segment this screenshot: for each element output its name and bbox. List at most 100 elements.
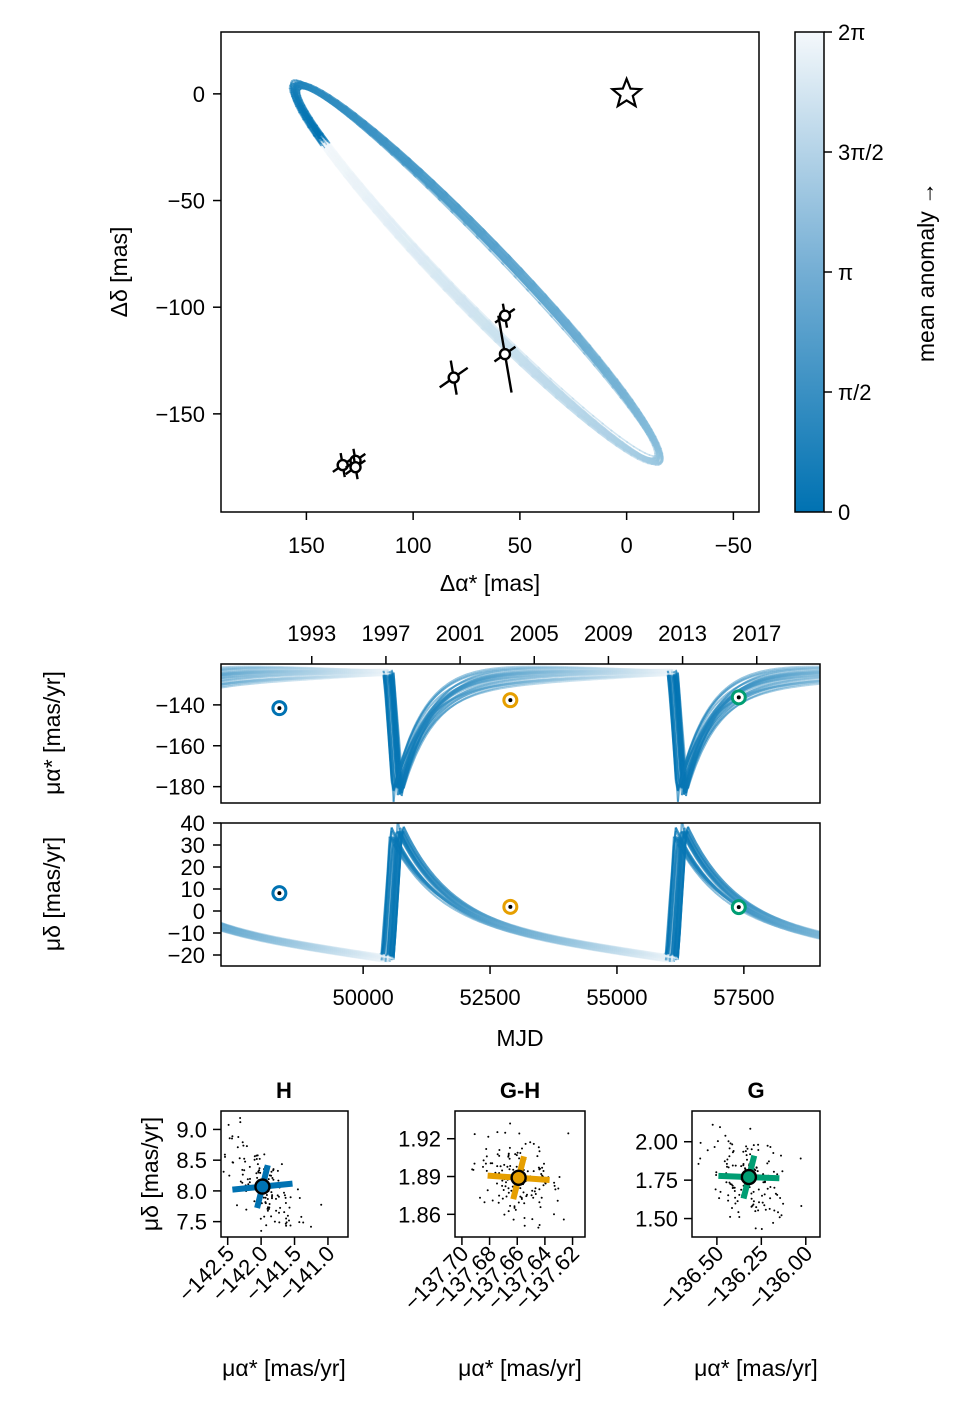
orbit-track-segment [300,99,305,107]
orbit-track-segment [437,193,455,210]
orbit-track-segment [472,308,489,325]
orbit-track-segment [549,314,565,331]
pm-track-segment [437,695,441,699]
orbit-track-segment [507,254,524,272]
pm-track-segment [441,691,446,696]
orbit-track-segment [313,126,324,139]
orbit-track-segment [306,110,313,120]
orbit-track-segment [513,275,530,292]
orbit-track-segment [643,421,652,433]
orbit-track-segment [342,160,355,175]
orbit-track-segment [594,356,607,372]
orbit-track-segment [375,201,390,219]
pm-track-segment [707,710,712,715]
orbit-track-segment [563,324,579,341]
orbit-track-segment [637,413,646,425]
orbit-track-segment [325,139,336,153]
orbit-track-segment [540,298,556,315]
orbit-measurement-point [498,309,512,322]
orbit-track-segment [314,134,324,147]
pm-track-segment [771,689,774,693]
orbit-y-tick-label: −100 [155,295,205,320]
orbit-track-segment [296,106,304,117]
orbit-track-segment [346,176,359,192]
orbit-track-segment [385,223,401,241]
orbit-track-segment [475,233,493,251]
orbit-track-segment [306,125,316,138]
orbit-track-segment [327,141,338,154]
orbit-track-segment [372,209,387,226]
orbit-track-segment [398,227,414,245]
orbit-track-segment [430,181,447,197]
orbit-track-segment [574,338,589,355]
pm-track-segment [449,699,454,703]
orbit-track-segment [298,103,305,113]
orbit-track-segment [642,423,650,434]
orbit-track-segment [644,431,652,441]
orbit-track-segment [620,395,631,409]
colorbar-label: mean anomaly → [913,182,939,362]
orbit-track-segment [652,438,658,447]
orbit-x-ticks: 150 100 50 0 −50 [288,512,752,558]
orbit-track-segment [292,84,296,88]
orbit-track-segment [370,193,384,209]
orbit-track-segment [544,293,560,311]
orbit-track-segment [504,257,521,275]
colorbar-tick-label: π/2 [838,380,872,405]
orbit-track-segment [488,248,505,266]
orbit-y-tick-label: −50 [168,189,205,214]
orbit-track-segment [366,193,381,210]
orbit-track-segment [375,211,390,228]
orbit-track-segment [383,222,398,239]
orbit-track-segment [458,298,476,316]
orbit-track-segment [627,405,637,418]
orbit-track-segment [290,84,293,90]
orbit-track-segment [622,394,634,407]
orbit-measurement-point [349,461,362,474]
orbit-track-segment [352,185,366,202]
orbit-track-segment [578,335,593,352]
pm-track-segment [697,727,702,733]
orbit-track-segment [651,444,656,451]
pm-track-segment [713,718,718,723]
pm-ra-panel: −140−160−180 1993 1997 2001 2005 2009 2013 201… [39,621,821,804]
orbit-track-segment [613,385,625,399]
orbit-track-segment [592,363,606,379]
orbit-track-segment [584,344,598,360]
pm-track-segment [709,708,714,712]
orbit-track-segment [433,270,450,288]
orbit-track-segment [432,273,449,291]
orbit-track-segment [352,181,367,197]
orbit-track-segment [298,92,301,97]
orbit-track-segment [644,420,653,432]
orbit-track-segment [356,181,370,197]
orbit-track-segment [603,368,615,383]
orbit-y-tick-label: 0 [193,82,205,107]
orbit-x-tick-label: 50 [508,533,532,558]
orbit-track-segment [653,436,659,445]
orbit-track-segment [654,448,658,454]
orbit-track-segment [396,233,412,251]
orbit-track-segment [616,382,628,396]
orbit-track-segment [308,125,317,138]
orbit-track-segment [414,242,430,259]
pm-track-segment [413,727,417,733]
colorbar: 0 π/2 π 3π/2 2π mean anomaly → [794,20,939,525]
pm-track-segment [388,703,393,732]
orbit-track-segment [334,158,347,174]
pm-track-segment [773,689,776,692]
orbit-track-segment [411,244,427,262]
pm-track-segment [717,713,722,718]
orbit-track-segment [364,189,379,206]
colorbar-tick-label: 3π/2 [838,140,884,165]
orbit-x-tick-label: 150 [288,533,325,558]
pm-track-segment [429,718,433,723]
pm-track-segment [750,679,754,683]
orbit-track-segment [639,423,647,434]
orbit-track-segment [302,104,309,113]
orbit-track-segment [526,286,543,304]
orbit-track-segment [445,283,463,301]
orbit-track-segment [315,131,325,144]
orbit-track-segment [638,412,648,424]
orbit-track-segment [321,132,331,144]
